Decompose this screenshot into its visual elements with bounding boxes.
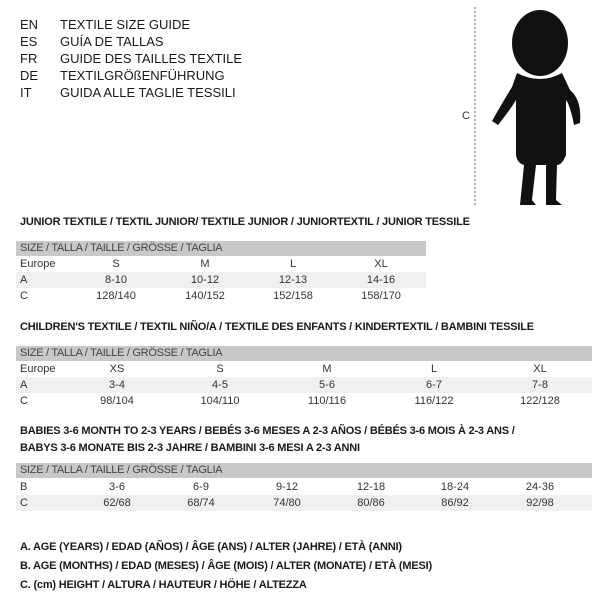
table-cell: 6-9	[193, 481, 209, 493]
table-cell: 12-18	[356, 481, 386, 493]
table-row: Europe XS S M L XL	[16, 361, 592, 377]
table-cell: 98/104	[100, 395, 134, 407]
table-cell: XS	[109, 363, 125, 375]
babies-title-1: BABIES 3-6 MONTH TO 2-3 YEARS / BEBÉS 3-…	[20, 425, 515, 437]
table-cell: 104/110	[200, 395, 240, 407]
language-code: FR	[20, 51, 38, 66]
header-text: GUIDA ALLE TAGLIE TESSILI	[60, 85, 236, 100]
table-cell: S	[112, 258, 120, 270]
table-cell: 14-16	[366, 274, 396, 286]
table-header: SIZE / TALLA / TAILLE / GRÖSSE / TAGLIA	[16, 463, 592, 478]
table-cell: 5-6	[319, 379, 335, 391]
table-cell: 6-7	[426, 379, 442, 391]
table-cell: 9-12	[275, 481, 299, 493]
header-line: FR GUIDE DES TAILLES TEXTILE	[20, 50, 242, 67]
table-cell: 80/86	[357, 497, 385, 509]
child-silhouette-figure: C	[462, 7, 581, 205]
table-row: C 98/104 104/110 110/116 116/122 122/128	[16, 393, 592, 409]
row-label: C	[20, 290, 28, 302]
junior-size-table: SIZE / TALLA / TAILLE / GRÖSSE / TAGLIA E…	[16, 241, 426, 304]
table-cell: 7-8	[532, 379, 548, 391]
legend-b: B. AGE (MONTHS) / EDAD (MESES) / ÂGE (MO…	[20, 560, 432, 572]
language-code: EN	[20, 17, 39, 32]
header-line: IT GUIDA ALLE TAGLIE TESSILI	[20, 84, 236, 101]
legend: A. AGE (YEARS) / EDAD (AÑOS) / ÂGE (ANS)…	[20, 538, 432, 595]
header-text: GUIDE DES TAILLES TEXTILE	[60, 51, 243, 66]
table-cell: 62/68	[103, 497, 131, 509]
table-cell: 152/158	[273, 290, 313, 302]
junior-title: JUNIOR TEXTILE / TEXTIL JUNIOR/ TEXTILE …	[20, 216, 470, 228]
table-cell: 18-24	[440, 481, 470, 493]
table-cell: M	[322, 363, 332, 375]
header-text: GUÍA DE TALLAS	[60, 34, 164, 49]
table-row: B 3-6 6-9 9-12 12-18 18-24 24-36	[16, 479, 592, 495]
table-cell: 122/128	[520, 395, 560, 407]
table-cell: 10-12	[190, 274, 220, 286]
table-cell: L	[430, 363, 438, 375]
babies-size-table: SIZE / TALLA / TAILLE / GRÖSSE / TAGLIA B…	[16, 463, 592, 511]
row-label: A	[20, 274, 28, 286]
legend-c: C. (cm) HEIGHT / ALTURA / HAUTEUR / HÖHE…	[20, 579, 307, 591]
language-code: ES	[20, 34, 38, 49]
header-text: TEXTILGRÖßENFÜHRUNG	[60, 68, 225, 83]
table-cell: 3-6	[109, 481, 125, 493]
table-cell: 86/92	[441, 497, 469, 509]
table-header: SIZE / TALLA / TAILLE / GRÖSSE / TAGLIA	[16, 241, 426, 256]
row-label: Europe	[20, 363, 56, 375]
table-cell: 24-36	[525, 481, 555, 493]
table-row: Europe S M L XL	[16, 256, 426, 272]
table-cell: 8-10	[104, 274, 128, 286]
row-label: C	[20, 395, 28, 407]
language-code: IT	[20, 85, 32, 100]
table-cell: 68/74	[187, 497, 215, 509]
table-row: C 128/140 140/152 152/158 158/170	[16, 288, 426, 304]
row-label: A	[20, 379, 28, 391]
table-cell: XL	[374, 258, 388, 270]
babies-title-2: BABYS 3-6 MONATE BIS 2-3 JAHRE / BAMBINI…	[20, 442, 360, 454]
table-cell: 92/98	[526, 497, 554, 509]
table-cell: 12-13	[278, 274, 308, 286]
table-row: C 62/68 68/74 74/80 80/86 86/92 92/98	[16, 495, 592, 511]
table-cell: 110/116	[307, 395, 347, 407]
child-silhouette-icon	[492, 10, 581, 205]
table-cell: 128/140	[96, 290, 136, 302]
table-row: A 8-10 10-12 12-13 14-16	[16, 272, 426, 288]
row-label: B	[20, 481, 28, 493]
header-line: DE TEXTILGRÖßENFÜHRUNG	[20, 67, 225, 84]
header-line: EN TEXTILE SIZE GUIDE	[20, 16, 190, 33]
row-label: Europe	[20, 258, 56, 270]
table-cell: 4-5	[212, 379, 228, 391]
table-cell: 3-4	[109, 379, 125, 391]
row-label: C	[20, 497, 28, 509]
table-cell: 158/170	[361, 290, 401, 302]
table-cell: M	[200, 258, 210, 270]
table-cell: 140/152	[185, 290, 225, 302]
table-cell: 74/80	[273, 497, 301, 509]
table-cell: L	[289, 258, 297, 270]
language-code: DE	[20, 68, 39, 83]
header-line: ES GUÍA DE TALLAS	[20, 33, 164, 50]
header-text: TEXTILE SIZE GUIDE	[60, 17, 191, 32]
children-title: CHILDREN'S TEXTILE / TEXTIL NIÑO/A / TEX…	[20, 321, 534, 333]
table-header: SIZE / TALLA / TAILLE / GRÖSSE / TAGLIA	[16, 346, 592, 361]
children-size-table: SIZE / TALLA / TAILLE / GRÖSSE / TAGLIA E…	[16, 346, 592, 409]
table-cell: S	[216, 363, 224, 375]
table-cell: 116/122	[414, 395, 454, 407]
legend-a: A. AGE (YEARS) / EDAD (AÑOS) / ÂGE (ANS)…	[20, 541, 402, 553]
height-label: C	[462, 110, 470, 122]
table-cell: XL	[533, 363, 547, 375]
table-row: A 3-4 4-5 5-6 6-7 7-8	[16, 377, 592, 393]
